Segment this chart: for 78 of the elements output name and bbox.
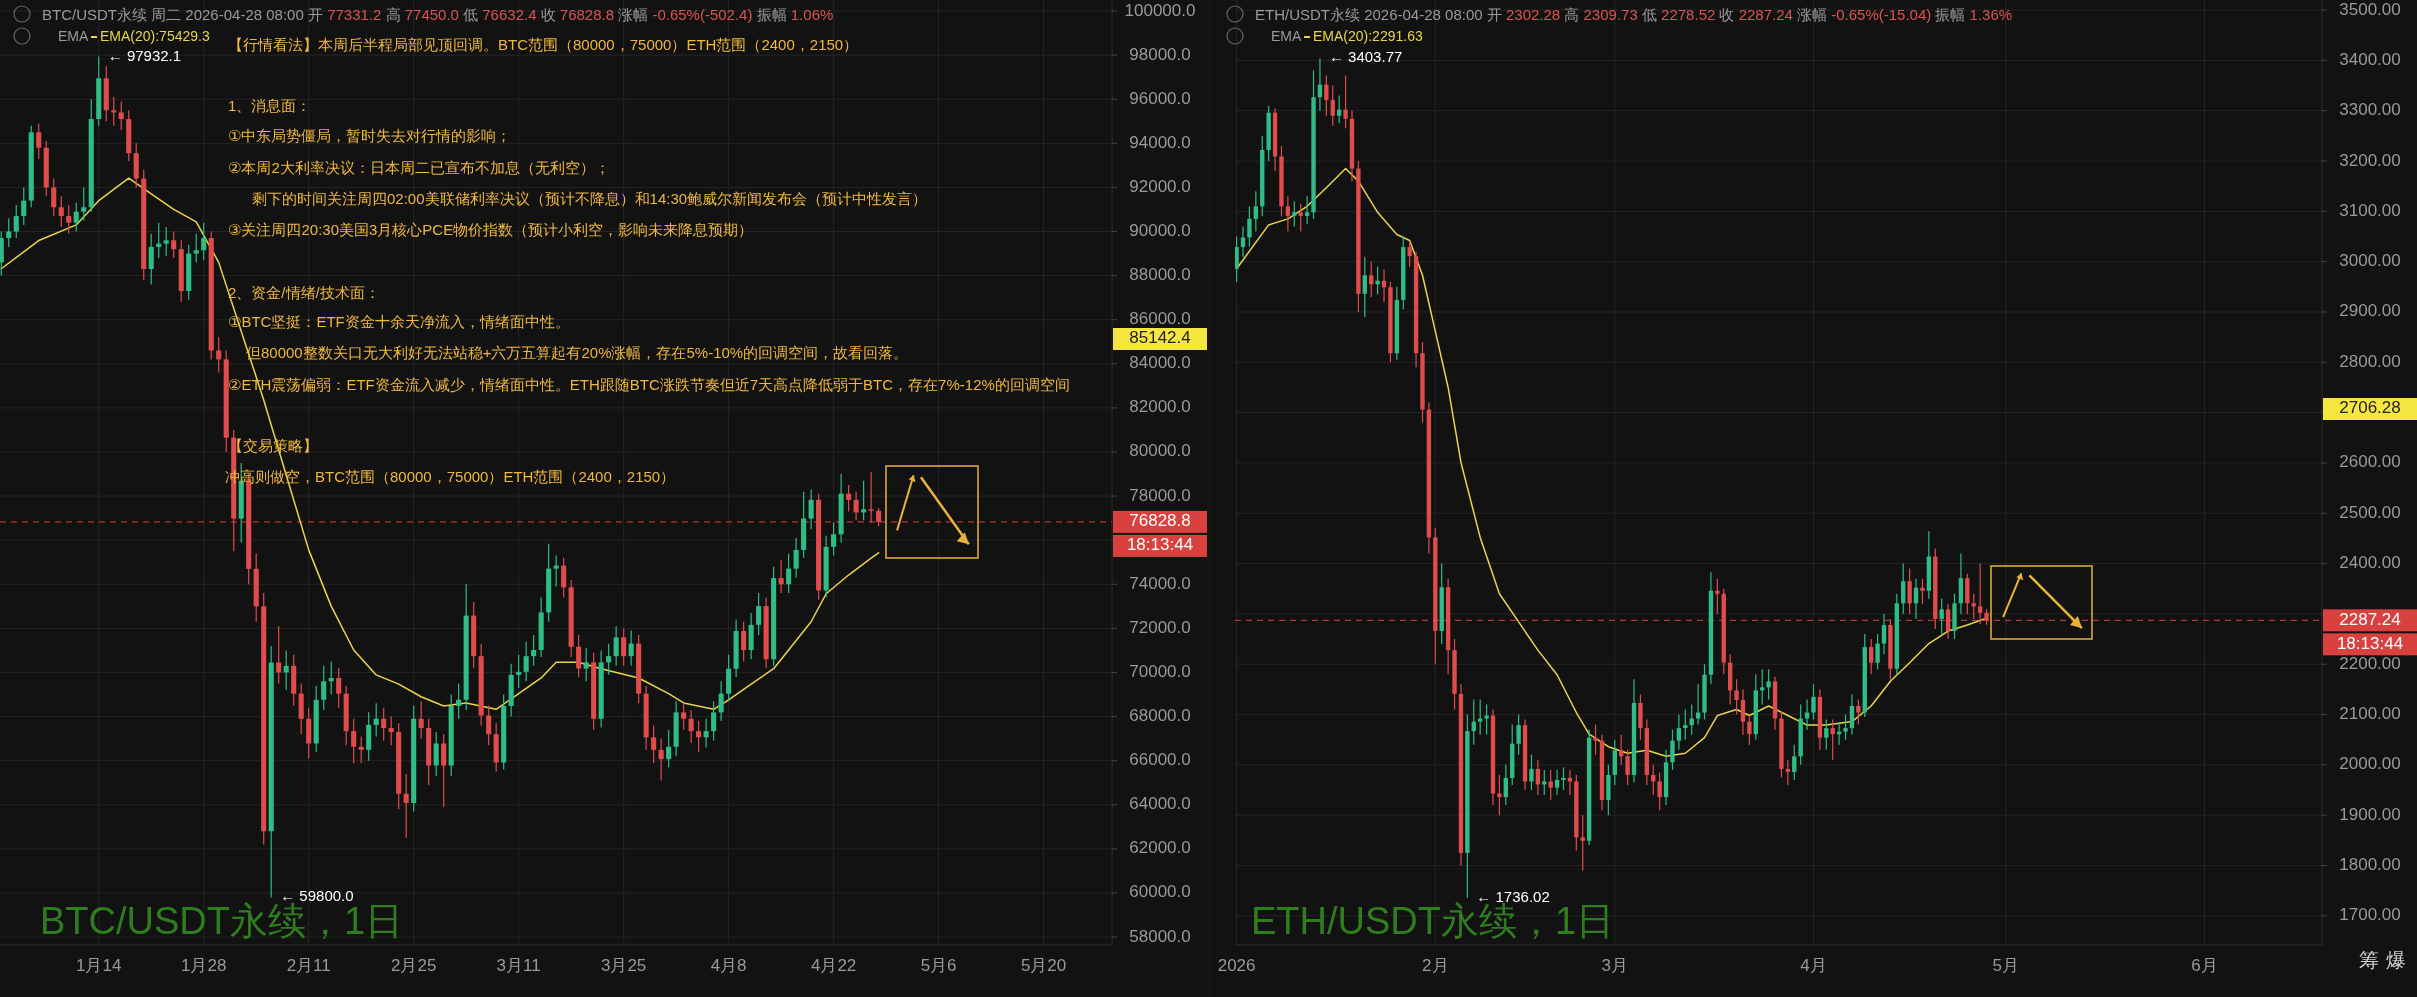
y-tick-label: 3300.00 [2339, 100, 2401, 120]
y-tick-label: 68000.0 [1129, 706, 1191, 726]
x-tick-label: 3月 [1601, 956, 1629, 976]
y-tick-label: 2500.00 [2339, 502, 2401, 522]
x-tick-label: 5月20 [1020, 956, 1067, 976]
annotation: 【行情看法】本周后半程局部见顶回调。BTC范围（80000，75000）ETH范围（2400，2150） [228, 35, 859, 53]
annotation: EMA [58, 27, 89, 44]
annotation: 1、消息面： [228, 96, 312, 114]
y-tick-label: 1800.00 [2339, 854, 2401, 874]
y-tick-label: 2400.00 [2339, 553, 2401, 573]
y-tick-label: 3000.00 [2339, 251, 2401, 271]
y-tick-label: 78000.0 [1129, 485, 1191, 505]
y-tick-label: 70000.0 [1129, 661, 1191, 681]
y-tick-label: 66000.0 [1129, 750, 1191, 770]
x-tick-label: 2月11 [286, 956, 331, 976]
y-tick-label: 80000.0 [1129, 441, 1191, 461]
y-tick-label: 3500.00 [2339, 0, 2401, 19]
annotation: ← 3403.77 [1328, 48, 1403, 66]
x-tick-label: 4月 [1800, 956, 1827, 976]
y-tick-label: 1700.00 [2339, 905, 2401, 925]
x-tick-label: 2026 [1217, 956, 1256, 976]
ref-line-label: 76828.8 [1129, 511, 1191, 531]
y-tick-label: 1900.00 [2339, 804, 2401, 824]
y-tick-label: 82000.0 [1129, 397, 1191, 417]
y-tick-label: 2200.00 [2339, 653, 2401, 673]
text: 爆 [2386, 949, 2406, 972]
y-tick-label: 94000.0 [1129, 132, 1191, 152]
x-tick-label: 4月8 [710, 956, 747, 976]
annotation: EMA [1271, 27, 1302, 44]
y-tick-label: 2000.00 [2339, 754, 2401, 774]
y-tick-label: 2600.00 [2339, 452, 2401, 472]
text: 85142.4 [1129, 328, 1191, 348]
x-tick-label: 6月 [2191, 956, 2218, 976]
annotation: BTC/USDT永续，1日 [40, 900, 404, 943]
annotation: 剩下的时间关注周四02:00美联储利率决议（预计不降息）和14:30鲍威尔新闻发布会（预计中性发言） [252, 189, 928, 207]
y-tick-label: 3200.00 [2339, 150, 2401, 170]
text: 2706.28 [2339, 398, 2401, 418]
text: 18:13:44 [2336, 633, 2404, 653]
x-tick-label: 1月14 [76, 956, 122, 976]
x-tick-label: 4月22 [810, 956, 857, 976]
y-tick-label: 88000.0 [1129, 265, 1191, 285]
y-tick-label: 90000.0 [1129, 220, 1191, 240]
x-tick-label: 1月28 [181, 956, 227, 976]
text: 18:13:44 [1126, 535, 1194, 555]
x-tick-label: 5月6 [920, 956, 957, 976]
x-tick-label: 5月 [1992, 956, 2020, 976]
y-tick-label: 72000.0 [1129, 617, 1191, 637]
x-tick-label: 3月25 [600, 956, 647, 976]
y-tick-label: 3400.00 [2339, 49, 2401, 69]
y-tick-label: 84000.0 [1129, 353, 1191, 373]
y-tick-label: 2900.00 [2339, 301, 2401, 321]
y-tick-label: 92000.0 [1129, 176, 1191, 196]
legend: EMA(20):75429.3 [90, 27, 210, 44]
legend: EMA(20):2291.63 [1303, 27, 1423, 44]
chart-title: BTC/USDT永续 周二 2026-04-28 08:00 开 77331.2 高 77450.0 低 76632.4 收 76828.8 涨幅 -0.65%(-502.4) 振幅 1.06% [42, 5, 834, 23]
y-tick-label: 62000.0 [1129, 838, 1191, 858]
annotation: ②本周2大利率决议：日本周二已宣布不加息（无利空）； [228, 158, 610, 176]
annotation: ③关注周四20:30美国3月核心PCE物价指数（预计小利空，影响未来降息预期） [228, 220, 754, 238]
y-tick-label: 60000.0 [1129, 882, 1191, 902]
y-tick-label: 58000.0 [1129, 926, 1191, 946]
chart-title: ETH/USDT永续 2026-04-28 08:00 开 2302.28 高 2309.73 低 2278.52 收 2287.24 涨幅 -0.65%(-15.04) 振幅 1.36% [1255, 5, 2013, 23]
annotation: ①中东局势僵局，暂时失去对行情的影响； [228, 126, 512, 144]
x-tick-label: 2月25 [390, 956, 437, 976]
y-tick-label: 86000.0 [1129, 309, 1191, 329]
y-tick-label: 2800.00 [2339, 351, 2401, 371]
y-tick-label: 2100.00 [2339, 704, 2401, 724]
y-tick-label: 98000.0 [1129, 44, 1191, 64]
annotation: ← 97932.1 [107, 46, 182, 64]
text: 筹 [2359, 949, 2379, 972]
y-tick-label: 96000.0 [1129, 88, 1191, 108]
y-tick-label: 74000.0 [1129, 573, 1191, 593]
x-tick-label: 2月 [1422, 956, 1449, 976]
y-tick-label: 100000.0 [1124, 0, 1196, 20]
ref-line-label: 2287.24 [2339, 609, 2401, 629]
x-tick-label: 3月11 [496, 956, 541, 976]
y-tick-label: 3100.00 [2339, 200, 2401, 220]
annotation: 2、资金/情绪/技术面： [228, 283, 380, 301]
y-tick-label: 64000.0 [1129, 794, 1191, 814]
